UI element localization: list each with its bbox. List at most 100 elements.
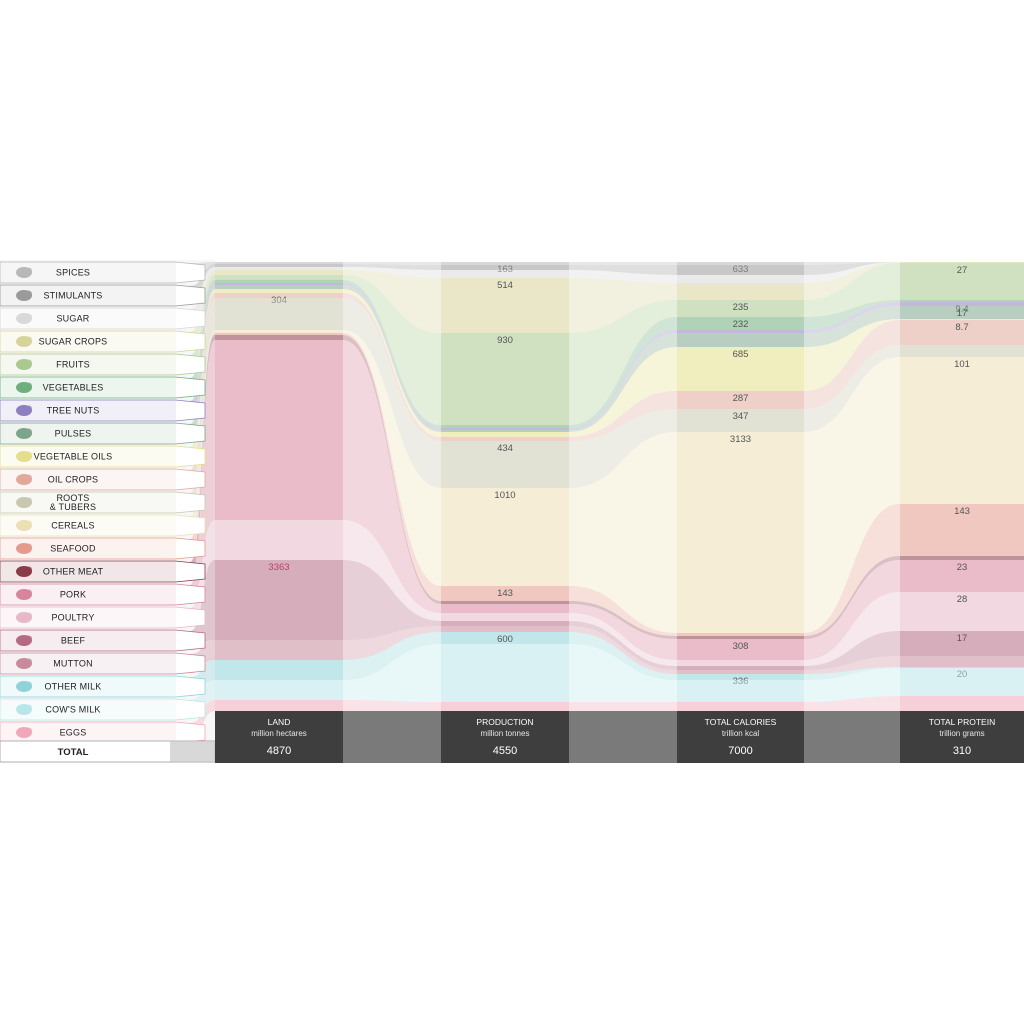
column-title: TOTAL PROTEIN xyxy=(929,717,995,727)
flow-seafood-land xyxy=(343,333,441,601)
node-sugar-crops-production xyxy=(441,278,569,333)
flow-fruits-calories xyxy=(804,263,900,317)
node-roots-tubers-protein xyxy=(900,345,1024,357)
flow-spices-land xyxy=(343,262,441,265)
column-title: TOTAL CALORIES xyxy=(705,717,777,727)
flow-cereals-production xyxy=(569,432,677,633)
flow-label-seafood xyxy=(190,333,215,558)
category-label: OTHER MEAT xyxy=(43,567,104,577)
node-beef-calories xyxy=(677,666,804,670)
column-calories: 6332352326852873473133308336 xyxy=(677,262,804,711)
category-tab xyxy=(0,583,206,606)
node-mutton-protein xyxy=(900,656,1024,667)
category-row-roots-tubers: ROOTS & TUBERS xyxy=(0,491,206,514)
node-pork-protein xyxy=(900,560,1024,592)
node-vegetables-land xyxy=(215,280,343,283)
flow-tree-nuts-calories xyxy=(804,302,900,333)
category-tab xyxy=(0,445,206,468)
flow-other-milk-calories xyxy=(804,667,900,680)
flow-vegetables-production xyxy=(569,317,677,428)
category-label: COW'S MILK xyxy=(45,705,100,715)
flow-pork-calories xyxy=(804,560,900,660)
category-row-other-meat: OTHER MEAT xyxy=(0,560,206,583)
node-other-meat-land xyxy=(215,335,343,340)
flow-other-meat-production xyxy=(569,601,677,639)
flow-stimulants-land xyxy=(343,264,441,270)
flow-sugar-crops-land xyxy=(343,270,441,333)
flow-vegetable-oils-production xyxy=(569,347,677,437)
total-row: TOTAL xyxy=(0,740,216,763)
beef-icon xyxy=(16,635,32,646)
node-beef-protein xyxy=(900,631,1024,656)
category-row-sugar: SUGAR xyxy=(0,307,206,330)
node-vegetables-protein xyxy=(900,300,1024,302)
node-oil-crops-protein xyxy=(900,320,1024,345)
column-title: LAND xyxy=(268,717,291,727)
column-protein: 279.4178.710114323281720 xyxy=(900,262,1024,711)
category-tab xyxy=(0,652,206,675)
node-cereals-calories xyxy=(677,432,804,633)
category-label: MUTTON xyxy=(53,659,93,669)
node-oil-crops-land xyxy=(215,293,343,298)
category-tab xyxy=(0,537,206,560)
flow-beef-production xyxy=(569,621,677,670)
node-seafood-production xyxy=(441,586,569,601)
node-tree-nuts-land xyxy=(215,283,343,285)
spices-icon xyxy=(16,267,32,278)
column-footer: LAND million hectares 4870 PRODUCTION millio… xyxy=(215,711,1024,763)
column-title: PRODUCTION xyxy=(476,717,533,727)
node-pork-calories xyxy=(677,639,804,660)
column-unit: million tonnes xyxy=(481,729,530,738)
category-label: OIL CROPS xyxy=(48,475,98,485)
node-roots-tubers-land xyxy=(215,298,343,330)
flow-mutton-land xyxy=(343,626,441,660)
value-label-fruits-protein: 27 xyxy=(957,265,968,276)
flow-beef-calories xyxy=(804,631,900,670)
node-stimulants-calories xyxy=(677,265,804,275)
flow-pork-land xyxy=(343,340,441,613)
node-sugar-crops-calories xyxy=(677,283,804,300)
value-label-beef-land: 3363 xyxy=(268,562,289,573)
column-unit: trillion kcal xyxy=(722,729,760,738)
flow-roots-tubers-land xyxy=(343,298,441,488)
mutton-icon xyxy=(16,658,32,669)
flow-other-meat-calories xyxy=(804,556,900,639)
flow-roots-tubers-calories xyxy=(804,345,900,432)
eggs-icon xyxy=(16,727,32,738)
node-mutton-production xyxy=(441,626,569,632)
category-tab xyxy=(0,468,206,491)
node-fruits-protein xyxy=(900,263,1024,300)
column-header-land: LAND million hectares 4870 xyxy=(215,711,343,763)
category-tab xyxy=(0,307,206,330)
column-total: 7000 xyxy=(728,745,752,757)
node-other-meat-protein xyxy=(900,556,1024,560)
sugar-crops-icon xyxy=(16,336,32,347)
node-sugar-production xyxy=(441,270,569,278)
column-unit: trillion grams xyxy=(939,729,984,738)
node-tree-nuts-production xyxy=(441,428,569,430)
poultry-icon xyxy=(16,612,32,623)
category-tab xyxy=(0,606,206,629)
category-label: SEAFOOD xyxy=(50,544,96,554)
category-row-sugar-crops: SUGAR CROPS xyxy=(0,330,206,353)
category-label: PULSES xyxy=(55,429,92,439)
vegetables-icon xyxy=(16,382,32,393)
category-tab xyxy=(0,353,206,376)
category-tab xyxy=(0,284,206,307)
flow-mutton-calories xyxy=(804,656,900,674)
category-row-vegetable-oils: VEGETABLE OILS xyxy=(0,445,206,468)
node-spices-production xyxy=(441,262,569,265)
node-other-meat-calories xyxy=(677,636,804,639)
category-tab xyxy=(0,698,206,721)
node-eggs-land xyxy=(215,700,343,711)
flow-oil-crops-production xyxy=(569,391,677,441)
node-mutton-land xyxy=(215,640,343,660)
flow-tree-nuts-land xyxy=(343,283,441,430)
category-row-stimulants: STIMULANTS xyxy=(0,284,206,307)
category-tab xyxy=(0,514,206,537)
flow-seafood-production xyxy=(569,586,677,636)
node-other-milk-land xyxy=(215,660,343,680)
category-row-beef: BEEF xyxy=(0,629,206,652)
category-tab xyxy=(0,330,206,353)
flow-stimulants-production xyxy=(569,265,677,275)
